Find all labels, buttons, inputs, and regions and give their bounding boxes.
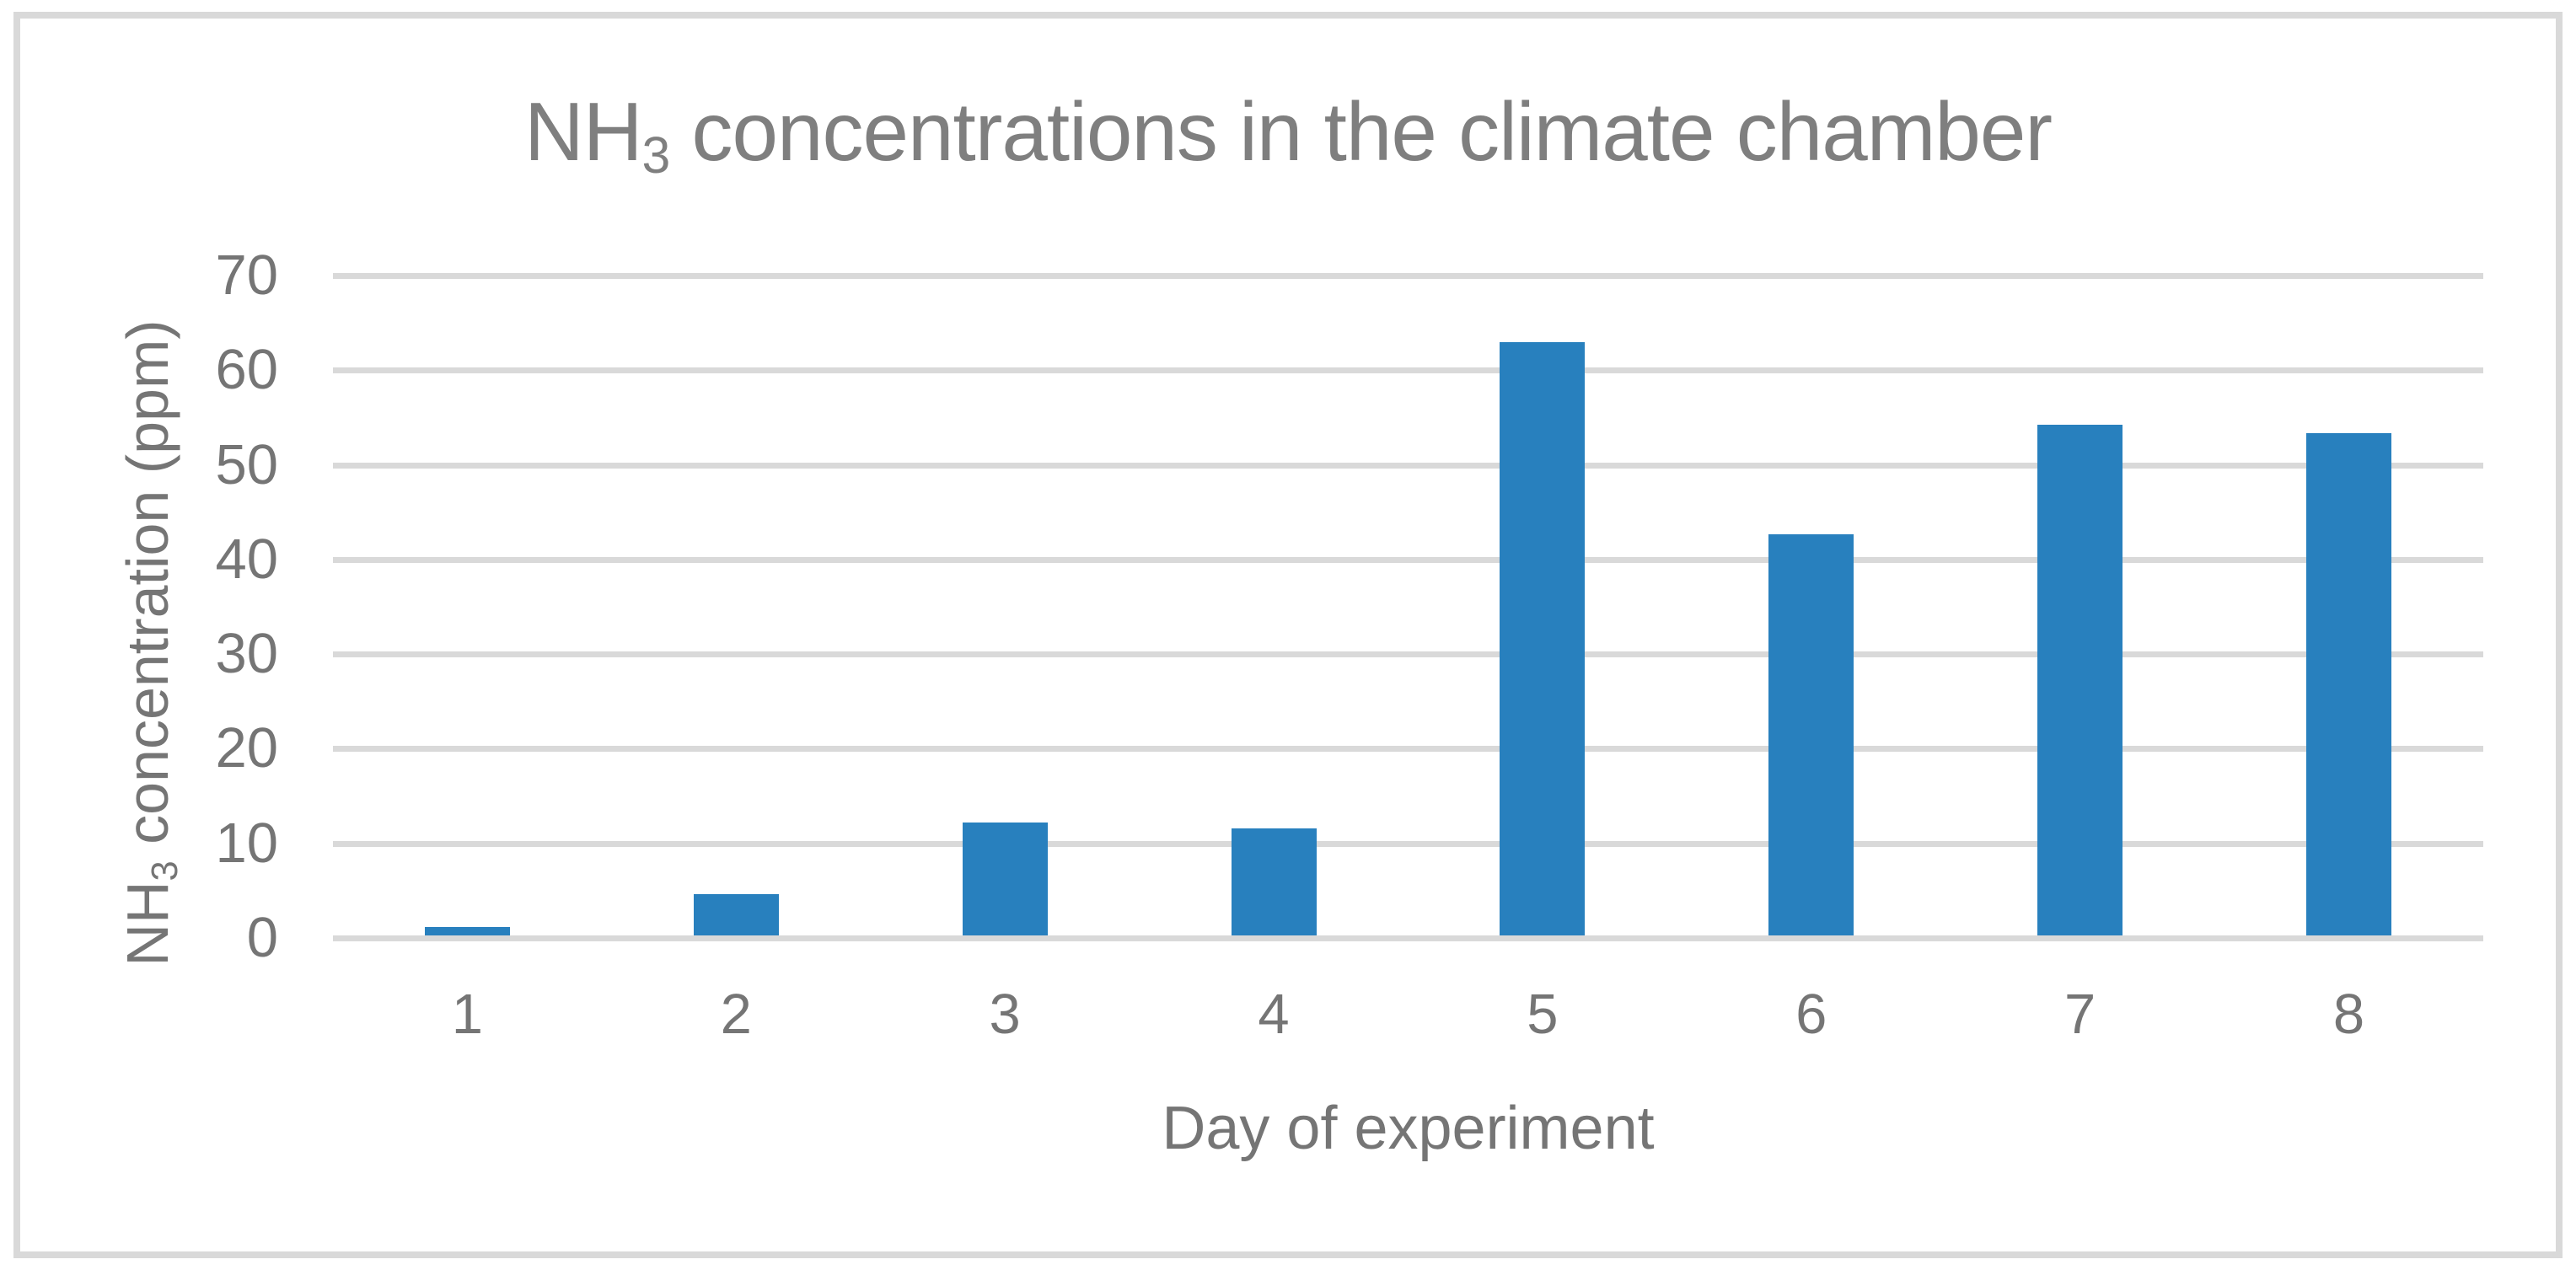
x-tick-label-4: 4 xyxy=(1258,983,1290,1046)
x-tick-label-7: 7 xyxy=(2064,983,2096,1046)
x-tick-label-3: 3 xyxy=(989,983,1021,1046)
gridline-y-70 xyxy=(333,273,2483,279)
gridline-y-30 xyxy=(333,651,2483,658)
gridline-y-60 xyxy=(333,367,2483,374)
gridline-y-10 xyxy=(333,840,2483,847)
bar-day-3 xyxy=(962,823,1048,935)
bar-day-2 xyxy=(693,893,779,935)
gridline-y-0 xyxy=(333,935,2483,941)
chart-title-subscript: 3 xyxy=(641,126,671,185)
y-tick-label-60: 60 xyxy=(215,338,278,402)
y-tick-label-70: 70 xyxy=(215,244,278,307)
bar-day-5 xyxy=(1500,341,1586,935)
gridline-y-50 xyxy=(333,462,2483,469)
bar-day-1 xyxy=(424,926,510,935)
x-tick-label-2: 2 xyxy=(720,983,752,1046)
y-tick-label-30: 30 xyxy=(215,622,278,686)
bar-day-7 xyxy=(2037,424,2123,935)
y-tick-label-40: 40 xyxy=(215,527,278,591)
x-tick-label-6: 6 xyxy=(1795,983,1827,1046)
chart-title-prefix: NH xyxy=(523,85,643,178)
plot-area xyxy=(333,273,2483,941)
x-tick-label-8: 8 xyxy=(2332,983,2365,1046)
y-tick-label-50: 50 xyxy=(215,432,278,496)
y-tick-label-10: 10 xyxy=(215,811,278,875)
bar-day-6 xyxy=(1768,533,1854,935)
x-tick-label-1: 1 xyxy=(451,983,484,1046)
bar-day-4 xyxy=(1231,828,1317,935)
gridline-y-40 xyxy=(333,556,2483,563)
y-tick-label-20: 20 xyxy=(215,716,278,780)
x-axis-title: Day of experiment xyxy=(1162,1095,1655,1162)
figure-border xyxy=(13,12,2563,1258)
bar-day-8 xyxy=(2306,432,2392,935)
chart-title: NH3 concentrations in the climate chambe… xyxy=(0,85,2576,185)
y-tick-label-0: 0 xyxy=(246,906,278,969)
chart-title-rest: concentrations in the climate chamber xyxy=(669,85,2053,178)
x-tick-label-5: 5 xyxy=(1527,983,1559,1046)
gridline-y-20 xyxy=(333,746,2483,753)
